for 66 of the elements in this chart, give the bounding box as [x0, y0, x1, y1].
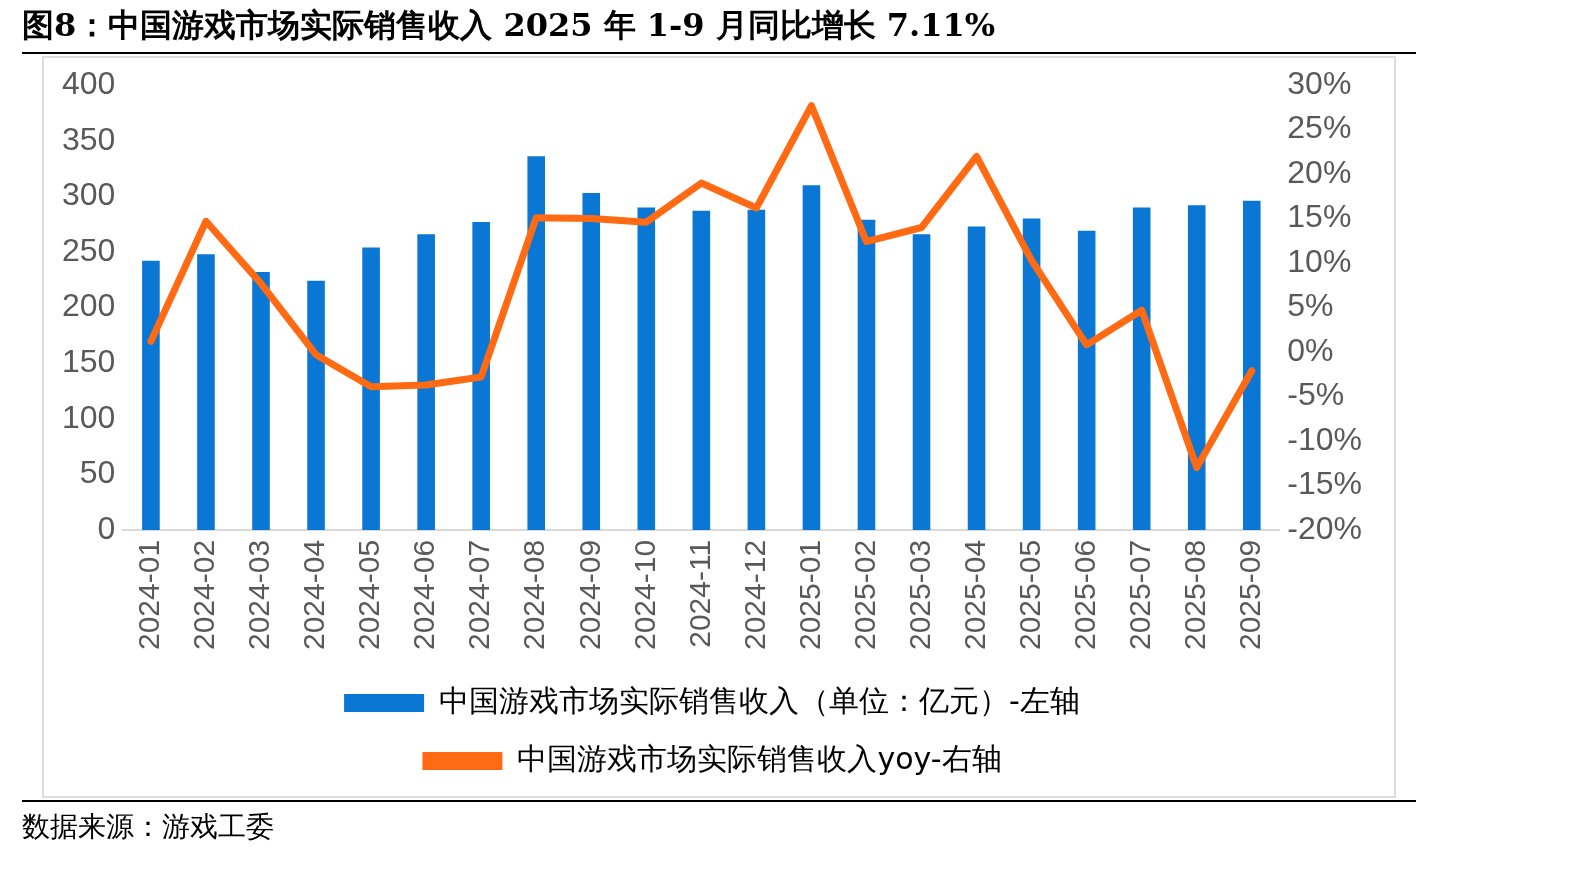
y2-tick-label: 30% [1287, 65, 1352, 102]
bar [362, 247, 380, 530]
y-tick-label: 0 [97, 509, 116, 546]
x-tick-label: 2024-07 [462, 539, 496, 651]
x-tick-label: 2024-11 [682, 539, 716, 648]
bar [967, 226, 986, 530]
y2-tick-label: 15% [1287, 198, 1352, 235]
y2-tick-label: 25% [1287, 109, 1352, 146]
bar [417, 234, 435, 530]
legend-label: 中国游戏市场实际销售收入（单位：亿元）-左轴 [439, 682, 1080, 718]
y-tick-label: 150 [62, 342, 116, 379]
legend-label: 中国游戏市场实际销售收入yoy-右轴 [517, 740, 1002, 776]
y-tick-label: 200 [62, 287, 116, 324]
x-tick-label: 2024-09 [572, 539, 606, 651]
x-tick-label: 2025-08 [1178, 539, 1211, 651]
y2-tick-label: 0% [1287, 331, 1334, 368]
bar [1242, 200, 1261, 530]
source-note: 数据来源：游戏工委 [22, 800, 1416, 846]
x-tick-label: 2024-12 [737, 539, 771, 651]
y2-tick-label: -5% [1287, 376, 1345, 413]
bar [1132, 207, 1151, 530]
bar [912, 234, 931, 530]
bar [1022, 218, 1041, 530]
x-tick-label: 2025-06 [1067, 539, 1101, 651]
x-tick-label: 2025-09 [1233, 539, 1267, 651]
chart-title: 图8：中国游戏市场实际销售收入 2025 年 1-9 月同比增长 7.11% [22, 4, 1416, 54]
x-tick-label: 2025-07 [1122, 539, 1156, 651]
y2-tick-label: 10% [1287, 242, 1352, 279]
bar [527, 156, 546, 530]
x-tick-label: 2024-10 [627, 539, 661, 651]
x-tick-label: 2024-02 [187, 539, 221, 651]
bar [472, 221, 490, 530]
bar [307, 280, 325, 530]
bar [1187, 205, 1206, 530]
bar [692, 210, 711, 530]
bar [582, 193, 601, 530]
bar [252, 271, 270, 530]
bar [197, 254, 215, 530]
x-tick-label: 2024-03 [242, 539, 276, 651]
bar [857, 219, 876, 530]
x-tick-label: 2025-03 [902, 539, 936, 651]
bar [747, 209, 766, 530]
bar [802, 185, 821, 530]
bar [637, 207, 656, 530]
x-tick-label: 2025-01 [792, 539, 826, 651]
x-tick-label: 2024-01 [132, 539, 166, 651]
x-tick-label: 2025-04 [957, 539, 991, 651]
y-tick-label: 100 [62, 398, 116, 435]
x-tick-label: 2024-05 [352, 539, 386, 651]
y2-tick-label: -20% [1287, 509, 1362, 546]
x-tick-label: 2024-04 [297, 539, 331, 651]
y-tick-label: 250 [62, 231, 116, 268]
x-tick-label: 2024-06 [407, 539, 441, 651]
y-tick-label: 50 [79, 454, 116, 491]
y2-tick-label: -10% [1287, 420, 1362, 457]
y2-tick-label: 20% [1287, 153, 1352, 190]
bar [142, 260, 160, 530]
y-tick-label: 400 [62, 65, 116, 102]
bar [1077, 230, 1096, 530]
y2-tick-label: 5% [1287, 287, 1334, 324]
x-tick-label: 2025-05 [1012, 539, 1046, 651]
x-tick-label: 2024-08 [517, 539, 551, 651]
y2-tick-label: -15% [1287, 465, 1362, 502]
x-tick-label: 2025-02 [847, 539, 881, 651]
y-tick-label: 300 [62, 176, 116, 213]
y-tick-label: 350 [62, 120, 116, 157]
